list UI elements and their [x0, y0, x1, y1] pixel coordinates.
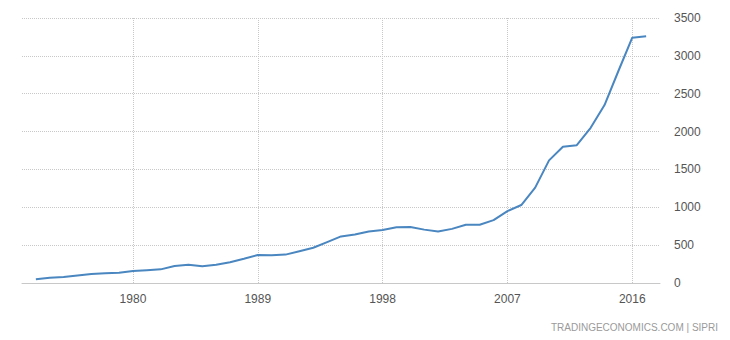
svg-text:500: 500: [674, 238, 694, 252]
svg-text:1998: 1998: [369, 292, 396, 306]
svg-text:2500: 2500: [674, 87, 701, 101]
svg-text:3000: 3000: [674, 49, 701, 63]
svg-text:1000: 1000: [674, 200, 701, 214]
svg-text:2007: 2007: [494, 292, 521, 306]
svg-text:3500: 3500: [674, 11, 701, 25]
svg-text:2016: 2016: [619, 292, 646, 306]
svg-text:TRADINGECONOMICS.COM | SIPRI: TRADINGECONOMICS.COM | SIPRI: [551, 322, 718, 333]
svg-text:1989: 1989: [244, 292, 271, 306]
svg-text:1500: 1500: [674, 162, 701, 176]
svg-text:0: 0: [674, 276, 681, 290]
svg-text:2000: 2000: [674, 125, 701, 139]
svg-text:1980: 1980: [120, 292, 147, 306]
